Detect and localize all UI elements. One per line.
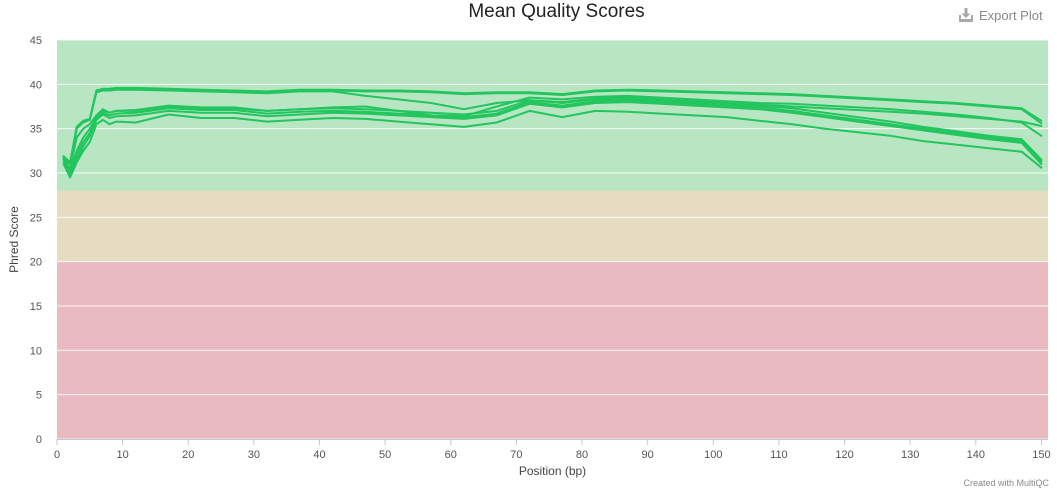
credits-text: Created with MultiQC xyxy=(963,478,1049,488)
y-tick-label: 15 xyxy=(30,301,42,313)
x-tick-label: 150 xyxy=(1032,449,1050,461)
y-tick-label: 30 xyxy=(30,168,42,180)
x-tick-label: 70 xyxy=(510,449,522,461)
y-tick-label: 20 xyxy=(30,257,42,269)
x-tick-label: 130 xyxy=(901,449,919,461)
x-tick-label: 40 xyxy=(313,449,325,461)
x-tick-label: 100 xyxy=(704,449,722,461)
quality-band-1 xyxy=(57,190,1048,262)
x-tick-label: 50 xyxy=(379,449,391,461)
chart-title: Mean Quality Scores xyxy=(468,1,645,22)
export-plot-button[interactable]: Export Plot xyxy=(958,7,1043,23)
x-tick-label: 20 xyxy=(182,449,194,461)
x-tick-label: 140 xyxy=(967,449,985,461)
y-tick-label: 25 xyxy=(30,212,42,224)
x-tick-label: 120 xyxy=(835,449,853,461)
x-axis-title: Position (bp) xyxy=(519,464,586,478)
y-axis-title: Phred Score xyxy=(7,206,21,273)
y-tick-label: 35 xyxy=(30,124,42,136)
quality-band-2 xyxy=(57,261,1048,439)
series-line-1 xyxy=(62,97,1043,176)
series-line-2 xyxy=(62,99,1043,173)
x-tick-label: 30 xyxy=(248,449,260,461)
x-tick-label: 10 xyxy=(117,449,129,461)
series-line-6 xyxy=(62,87,1043,166)
export-plot-label: Export Plot xyxy=(979,7,1043,23)
quality-band-0 xyxy=(57,40,1048,191)
series-line-3 xyxy=(62,101,1043,178)
y-tick-label: 45 xyxy=(30,35,42,47)
y-tick-label: 0 xyxy=(36,434,42,446)
series-line-5 xyxy=(62,94,1043,170)
x-tick-label: 80 xyxy=(576,449,588,461)
series-line-8 xyxy=(62,88,1043,165)
y-tick-label: 10 xyxy=(30,345,42,357)
x-tick-label: 0 xyxy=(54,449,60,461)
x-tick-label: 60 xyxy=(445,449,457,461)
series-line-7 xyxy=(62,86,1043,164)
x-tick-label: 90 xyxy=(642,449,654,461)
download-icon xyxy=(959,8,973,22)
x-tick-label: 110 xyxy=(770,449,788,461)
series-line-4 xyxy=(62,109,1043,179)
y-tick-label: 40 xyxy=(30,79,42,91)
y-tick-label: 5 xyxy=(36,390,42,402)
